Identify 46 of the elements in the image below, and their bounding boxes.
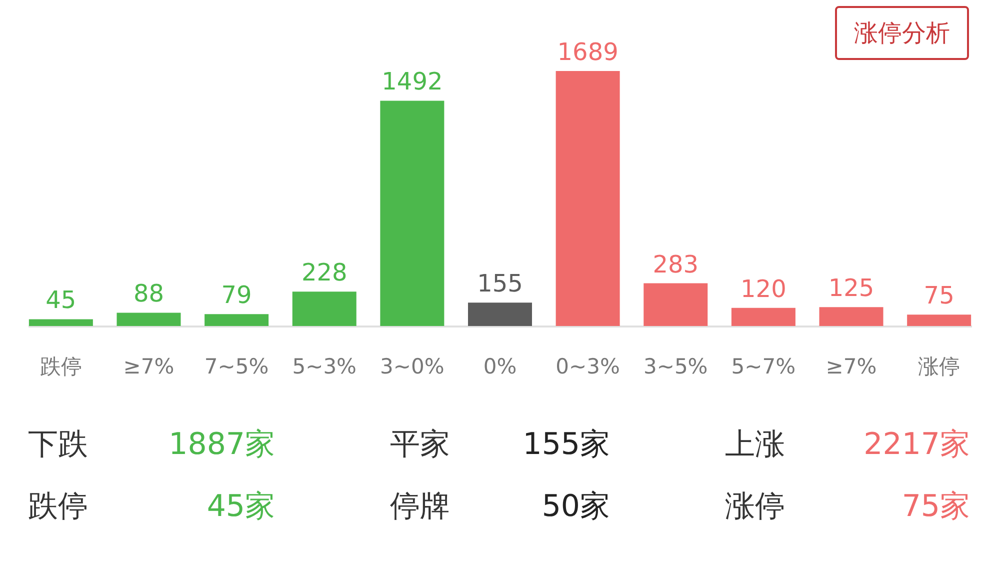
text: 平家: [390, 427, 450, 463]
data-label: 88: [133, 280, 164, 308]
text: 2217家: [864, 427, 970, 463]
data-label: 75: [924, 282, 954, 310]
data-label: 228: [301, 258, 348, 287]
bar: [731, 308, 796, 326]
bar: [644, 283, 708, 326]
data-label: 125: [828, 274, 874, 302]
bar: [819, 307, 884, 326]
x-tick-label: 跌停: [40, 354, 82, 378]
bar: [28, 319, 93, 326]
x-tick-label: 涨停: [918, 354, 960, 378]
text: 下跌: [28, 427, 88, 463]
data-label: 45: [46, 286, 76, 314]
x-tick-label: 5~7%: [731, 354, 796, 378]
text: 涨停: [725, 489, 785, 525]
bar: [292, 292, 356, 326]
bar: [380, 100, 444, 326]
bar: [556, 71, 620, 326]
data-label: 283: [652, 250, 699, 278]
bar: [116, 312, 181, 326]
text: 155家: [522, 427, 610, 463]
text: 跌停: [28, 489, 88, 525]
x-tick-label: 3~0%: [380, 354, 444, 378]
x-tick-label: 7~5%: [204, 354, 269, 378]
text: 75家: [902, 489, 970, 525]
x-tick-label: 0~3%: [556, 354, 620, 378]
text: 45家: [206, 489, 275, 525]
data-label: 120: [740, 274, 786, 303]
bar: [468, 302, 532, 326]
data-label: 79: [221, 281, 252, 310]
x-tick-label: ≥7%: [123, 354, 174, 378]
data-label: 1689: [557, 38, 618, 66]
data-label: 155: [477, 270, 523, 298]
x-tick-label: 5~3%: [292, 354, 357, 378]
data-label: 1492: [382, 68, 443, 96]
bar: [204, 314, 269, 326]
x-tick-label: ≥7%: [826, 354, 877, 378]
bar: [907, 314, 972, 326]
text: 50家: [542, 489, 610, 525]
analysis-button: 涨停分析: [835, 6, 969, 60]
text: 上涨: [725, 427, 785, 463]
text: 1887家: [168, 427, 275, 463]
x-tick-label: 0%: [483, 354, 517, 378]
x-tick-label: 3~5%: [643, 354, 708, 378]
text: 停牌: [390, 489, 450, 525]
